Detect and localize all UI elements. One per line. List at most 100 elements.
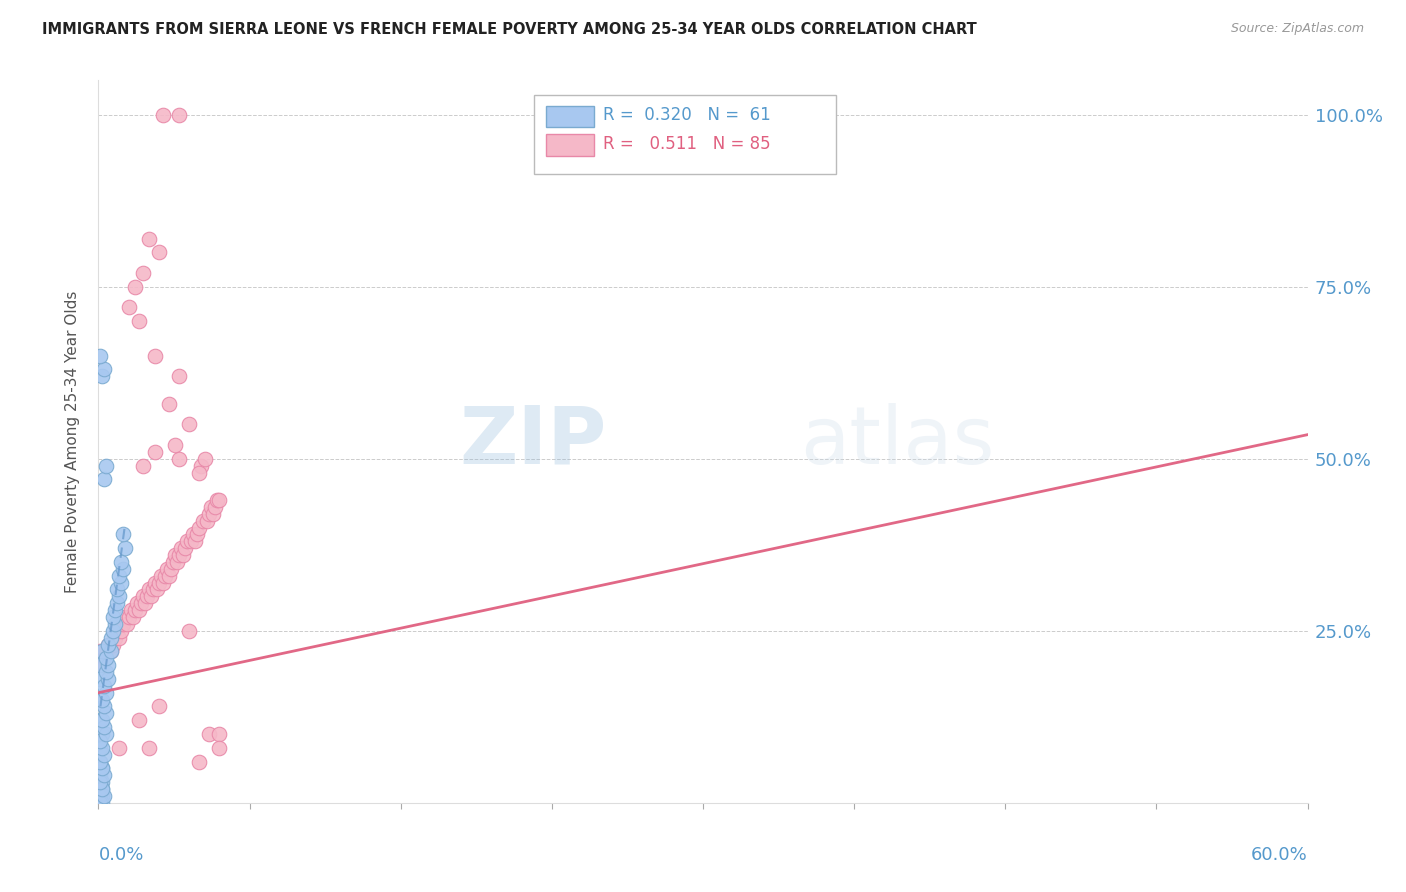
Point	[170, 541, 193, 556]
Point	[188, 520, 211, 534]
Point	[96, 706, 118, 721]
Point	[107, 590, 129, 604]
Point	[188, 755, 211, 769]
Text: 60.0%: 60.0%	[1251, 847, 1308, 864]
Text: R =  0.320   N =  61: R = 0.320 N = 61	[603, 106, 770, 124]
Point	[128, 314, 150, 328]
Point	[194, 451, 217, 466]
Point	[89, 775, 111, 789]
Point	[97, 672, 120, 686]
Point	[162, 555, 184, 569]
Point	[202, 507, 225, 521]
Point	[143, 575, 166, 590]
Point	[174, 541, 197, 556]
Point	[208, 727, 231, 741]
Point	[156, 562, 179, 576]
Point	[114, 541, 136, 556]
Point	[143, 445, 166, 459]
Point	[198, 727, 221, 741]
Point	[89, 755, 111, 769]
Point	[96, 686, 118, 700]
Point	[180, 534, 202, 549]
Text: Source: ZipAtlas.com: Source: ZipAtlas.com	[1230, 22, 1364, 36]
Point	[89, 713, 111, 727]
Point	[100, 631, 122, 645]
Point	[111, 562, 134, 576]
Point	[163, 438, 186, 452]
Point	[89, 796, 111, 810]
Point	[179, 624, 201, 638]
Point	[101, 624, 124, 638]
Text: ZIP: ZIP	[458, 402, 606, 481]
Point	[152, 108, 174, 122]
Point	[186, 527, 208, 541]
Point	[110, 575, 132, 590]
Point	[110, 624, 132, 638]
Point	[89, 734, 111, 748]
Point	[91, 644, 114, 658]
Point	[143, 349, 166, 363]
Point	[89, 775, 111, 789]
Point	[107, 740, 129, 755]
Point	[105, 624, 128, 638]
Point	[97, 638, 120, 652]
Point	[103, 631, 125, 645]
Point	[97, 638, 120, 652]
Point	[93, 679, 115, 693]
Point	[93, 768, 115, 782]
Point	[120, 603, 142, 617]
Point	[91, 713, 114, 727]
Point	[105, 582, 128, 597]
Point	[181, 527, 204, 541]
Point	[167, 369, 190, 384]
Point	[204, 500, 226, 514]
FancyBboxPatch shape	[546, 135, 595, 156]
Point	[118, 301, 141, 315]
Text: IMMIGRANTS FROM SIERRA LEONE VS FRENCH FEMALE POVERTY AMONG 25-34 YEAR OLDS CORR: IMMIGRANTS FROM SIERRA LEONE VS FRENCH F…	[42, 22, 977, 37]
Point	[195, 514, 218, 528]
Point	[208, 740, 231, 755]
Point	[91, 740, 114, 755]
Point	[184, 534, 207, 549]
Point	[166, 555, 188, 569]
Point	[148, 575, 170, 590]
Point	[132, 590, 155, 604]
Point	[96, 458, 118, 473]
Point	[96, 665, 118, 679]
Point	[91, 761, 114, 775]
Text: 0.0%: 0.0%	[98, 847, 143, 864]
Point	[93, 699, 115, 714]
Point	[138, 740, 160, 755]
Point	[124, 279, 146, 293]
Point	[124, 603, 146, 617]
Point	[128, 713, 150, 727]
Point	[89, 692, 111, 706]
Text: R =   0.511   N = 85: R = 0.511 N = 85	[603, 135, 770, 153]
FancyBboxPatch shape	[534, 95, 837, 174]
Point	[179, 417, 201, 432]
Point	[132, 266, 155, 280]
Point	[89, 755, 111, 769]
Point	[91, 796, 114, 810]
Point	[91, 775, 114, 789]
Point	[107, 631, 129, 645]
Point	[97, 658, 120, 673]
Point	[103, 603, 125, 617]
Point	[91, 727, 114, 741]
Point	[91, 782, 114, 797]
Point	[105, 596, 128, 610]
Point	[101, 610, 124, 624]
Point	[135, 590, 157, 604]
Point	[118, 610, 141, 624]
Point	[157, 397, 180, 411]
Point	[160, 562, 183, 576]
Point	[96, 644, 118, 658]
Point	[198, 507, 221, 521]
Point	[129, 596, 152, 610]
Point	[96, 727, 118, 741]
Point	[107, 568, 129, 582]
Point	[128, 603, 150, 617]
Point	[89, 740, 111, 755]
Point	[188, 466, 211, 480]
Point	[125, 596, 148, 610]
